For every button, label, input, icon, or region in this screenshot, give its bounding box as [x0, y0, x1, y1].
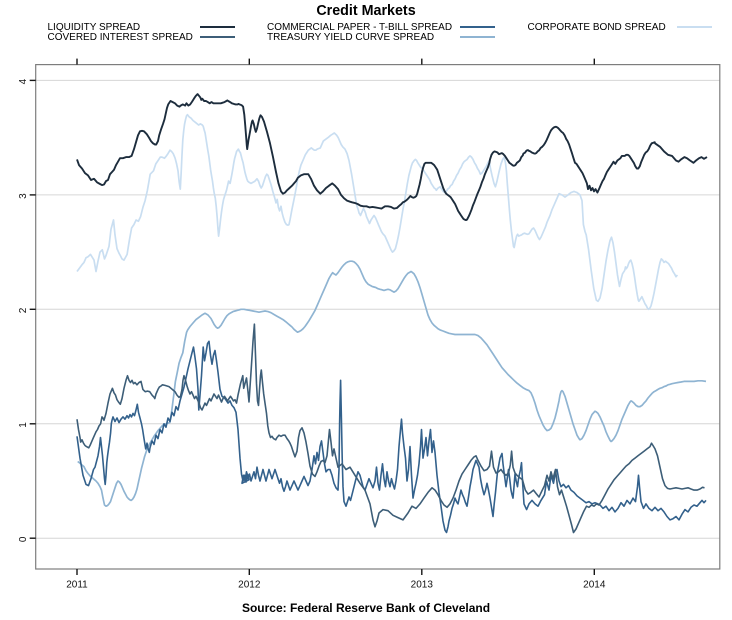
svg-text:4: 4: [18, 78, 29, 84]
svg-text:3: 3: [18, 193, 29, 199]
svg-text:2: 2: [18, 307, 29, 313]
svg-text:0: 0: [18, 536, 29, 542]
svg-text:2014: 2014: [583, 580, 606, 591]
svg-text:1: 1: [18, 422, 29, 428]
svg-text:2013: 2013: [411, 580, 434, 591]
svg-text:2012: 2012: [238, 580, 261, 591]
svg-text:2011: 2011: [66, 580, 88, 591]
